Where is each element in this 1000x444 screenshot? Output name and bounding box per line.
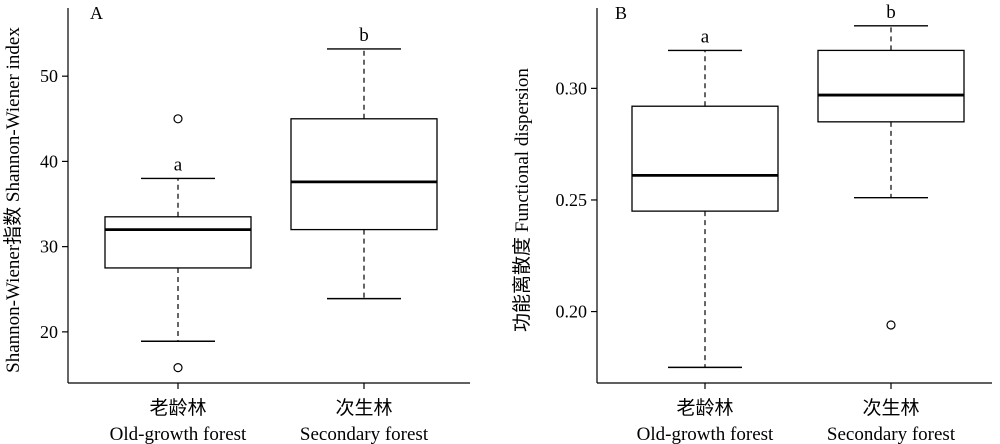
y-tick-label: 20 (40, 322, 58, 342)
box-iqr (817, 49, 965, 123)
outlier-point (173, 363, 183, 373)
panel-a: A 20 30 40 50 Shannon-Wiener指数 Shannon-Wiener… (2, 3, 470, 444)
y-axis-title: 功能离散度 Functional dispersion (511, 68, 533, 332)
x-category-label-cn: 老龄林 (149, 397, 206, 419)
outlier-point (173, 114, 183, 124)
x-category-label-cn: 老龄林 (676, 397, 733, 419)
box-iqr (290, 118, 438, 231)
x-category-label-en: Old-growth forest (110, 424, 247, 444)
y-tick-label: 0.20 (556, 302, 588, 322)
box-iqr (104, 216, 252, 269)
x-category-label-cn: 次生林 (335, 397, 392, 419)
y-tick-label: 40 (40, 151, 58, 171)
box-old-growth: a (631, 26, 779, 369)
box-old-growth: a (104, 114, 252, 373)
panel-b: B 0.20 0.25 0.30 功能离散度 Functional dispersion… (511, 2, 992, 444)
significance-letter: b (886, 2, 896, 23)
significance-letter: b (359, 25, 369, 46)
y-tick-label: 50 (40, 66, 58, 86)
y-axis-title: Shannon-Wiener指数 Shannon-Wiener index (2, 27, 24, 373)
box-secondary: b (817, 2, 965, 330)
box-secondary: b (290, 25, 438, 300)
y-tick-label: 0.30 (556, 78, 588, 98)
outlier-point (886, 320, 896, 330)
y-tick-label: 30 (40, 237, 58, 257)
x-category-label-en: Secondary forest (300, 424, 429, 444)
x-category-label-en: Old-growth forest (637, 424, 774, 444)
y-tick-label: 0.25 (556, 190, 588, 210)
panel-label: B (615, 3, 627, 23)
panel-label: A (90, 3, 103, 23)
significance-letter: a (174, 154, 183, 175)
x-category-label-cn: 次生林 (862, 397, 919, 419)
significance-letter: a (701, 26, 710, 47)
box-iqr (631, 105, 779, 212)
x-category-label-en: Secondary forest (827, 424, 956, 444)
